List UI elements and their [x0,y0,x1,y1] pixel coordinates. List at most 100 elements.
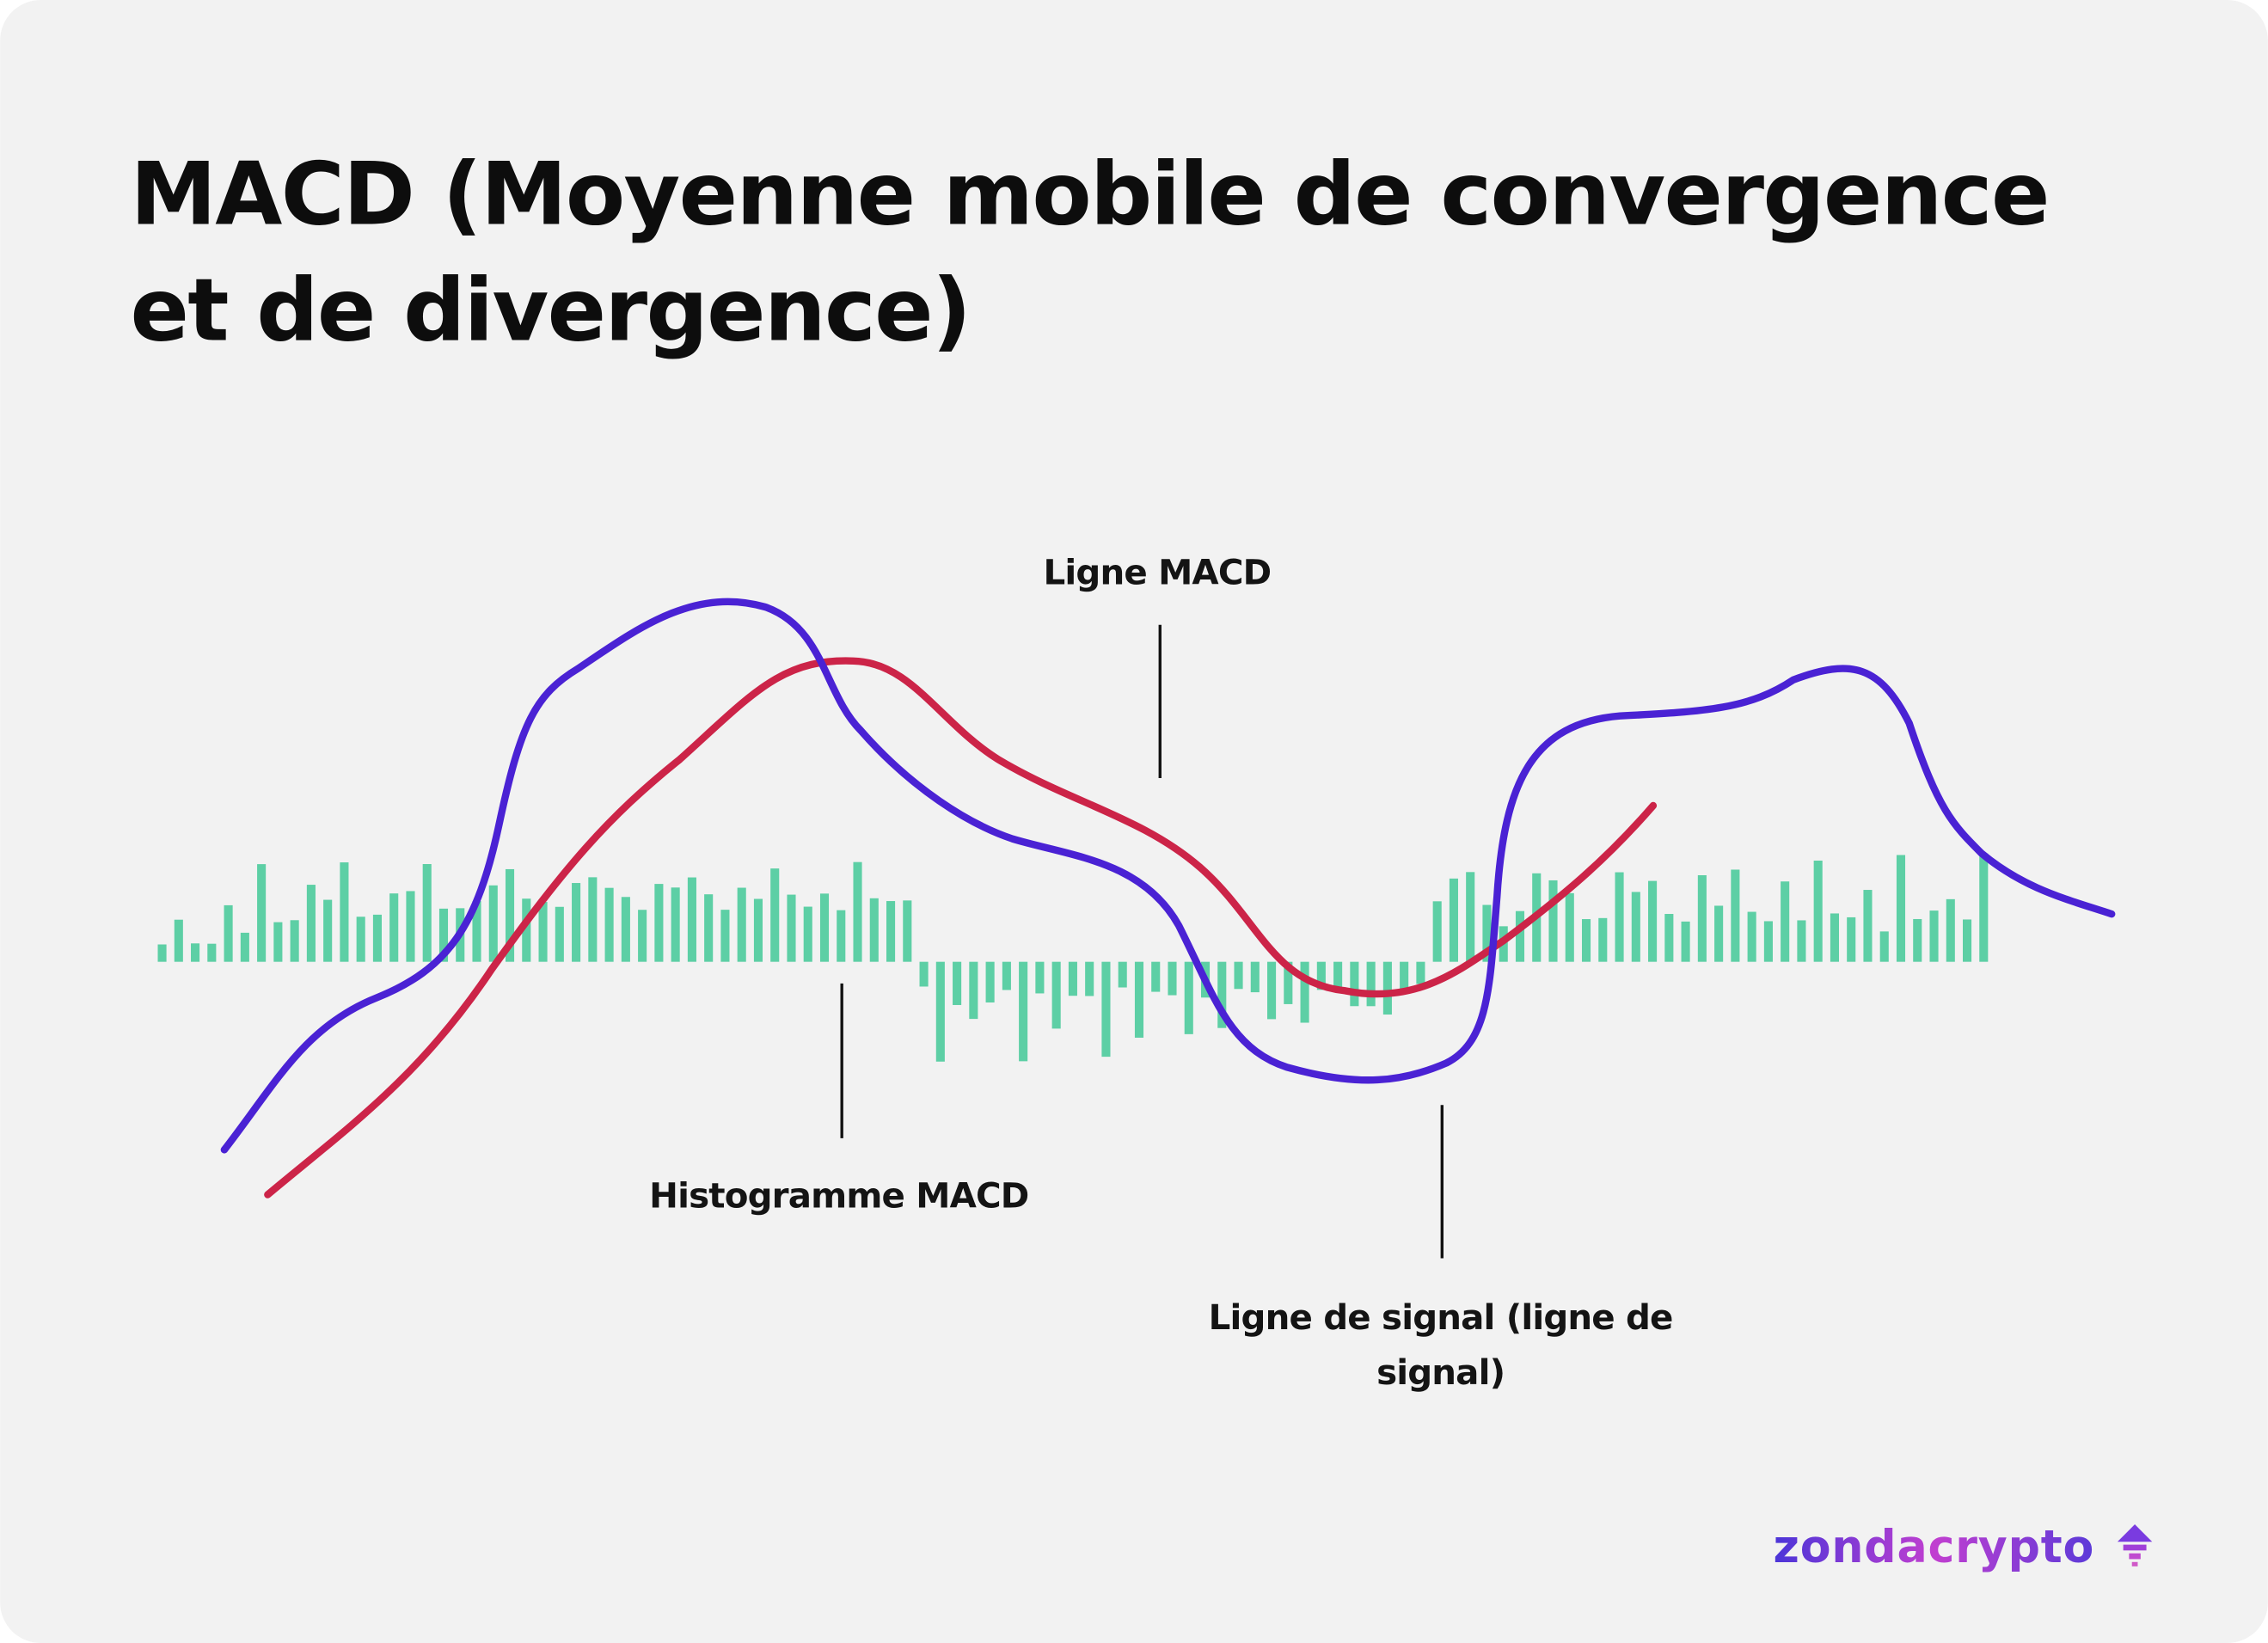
histogram-bar [438,908,449,962]
macd-line-label: Ligne MACD [1044,553,1272,593]
histogram-bar [1763,921,1773,962]
histogram-bar [671,887,680,962]
histogram-bar [273,922,283,962]
histogram-bar [953,961,962,1005]
histogram-bar [588,877,598,962]
histogram-bar [1019,961,1028,1062]
histogram-bar [1134,961,1144,1038]
histogram-bar [157,944,167,962]
histogram-bar [356,917,365,962]
histogram-bar [1598,917,1608,962]
histogram-bar [1184,961,1193,1034]
histogram-bar [770,868,780,962]
histogram-bar [720,910,730,962]
histogram-bar [837,910,846,962]
histogram-bar [522,898,531,962]
histogram-bar [1234,961,1243,990]
histogram-bar [1879,931,1889,962]
histogram-bar [903,900,912,962]
histogram-bar [1515,910,1525,962]
histogram-bar [1813,860,1823,962]
histogram-bar [621,897,630,962]
histogram-bar [1151,961,1161,992]
histogram-bar [1747,911,1756,962]
histogram-bar [257,864,267,962]
signal-line-label: signal) [1376,1352,1505,1393]
histogram-bar [323,899,333,962]
histogram-bar [1847,917,1856,962]
histogram-bar [1863,890,1873,962]
histogram-bar [1697,874,1707,962]
histogram-bar [1432,901,1442,962]
histogram-bar [207,943,217,962]
logo-icon [2117,1524,2153,1566]
histogram-bar [340,862,349,962]
signal-line-label: Ligne de signal (ligne de [1209,1297,1673,1338]
histogram-bar [737,887,746,962]
histogram-bar [1300,961,1309,1023]
histogram-bar [869,898,879,962]
histogram-bar [1466,872,1475,962]
histogram-bar [191,943,200,962]
histogram-bar [1449,878,1458,962]
histogram-bar [1482,904,1492,962]
histogram-bar [372,914,382,962]
histogram-bar [1118,961,1127,988]
signal-line [264,657,1658,1199]
histogram-bar [1615,872,1624,962]
histogram-bar [1416,961,1425,984]
histogram-bar [1681,921,1690,962]
logo: zondacrypto [1774,1522,2095,1573]
histogram-bar [555,906,564,962]
histogram-bar [1400,961,1409,992]
histogram-bar [819,893,830,962]
histogram-bar [1085,961,1094,996]
histogram-bar [1051,961,1061,1029]
histogram-bar [654,884,664,962]
histogram-bar [1316,961,1326,990]
histogram-bar [969,961,978,1020]
histogram-bar [919,961,929,987]
histogram-bar [472,901,481,962]
histogram-bar [1896,855,1906,962]
histogram-bar [1217,961,1227,1028]
histogram-bar [1979,853,1989,962]
histogram-label: Histogramme MACD [649,1176,1028,1217]
histogram-bar [1913,918,1922,962]
title-line: et de divergence) [131,259,971,360]
histogram-bar [488,885,498,962]
histogram-bar [1962,919,1972,962]
histogram-bar [687,877,696,962]
histogram-bar [306,885,316,962]
histogram-bar [1350,961,1359,1007]
histogram-bar [1548,880,1558,962]
histogram-bar [174,919,183,962]
histogram-bar [1284,961,1293,1004]
histogram-bar [1267,961,1277,1020]
histogram-bar [853,861,862,962]
histogram-bar [406,891,415,962]
histogram-bar [1382,961,1392,1015]
histogram-bar [604,887,614,962]
histogram-bar [1797,920,1806,962]
histogram-bar [704,894,714,962]
histogram-bar [572,883,581,962]
histogram-bar [803,906,812,962]
histogram-bar [1631,892,1640,962]
histogram-bar [1168,961,1177,996]
histogram-bar [1781,881,1790,962]
histogram-bar [1714,905,1724,962]
histogram-bar [1068,961,1077,996]
histogram-bar [1581,919,1591,962]
histogram-bar [1250,961,1260,993]
histogram-bar [290,920,299,962]
histogram-bar [1946,898,1955,962]
histogram-bar [240,932,249,962]
histogram-bar [985,961,995,1002]
histogram-bar [886,901,896,962]
histogram-bar [422,864,432,962]
histogram-bar [638,910,647,962]
histogram-bar [1333,961,1343,989]
